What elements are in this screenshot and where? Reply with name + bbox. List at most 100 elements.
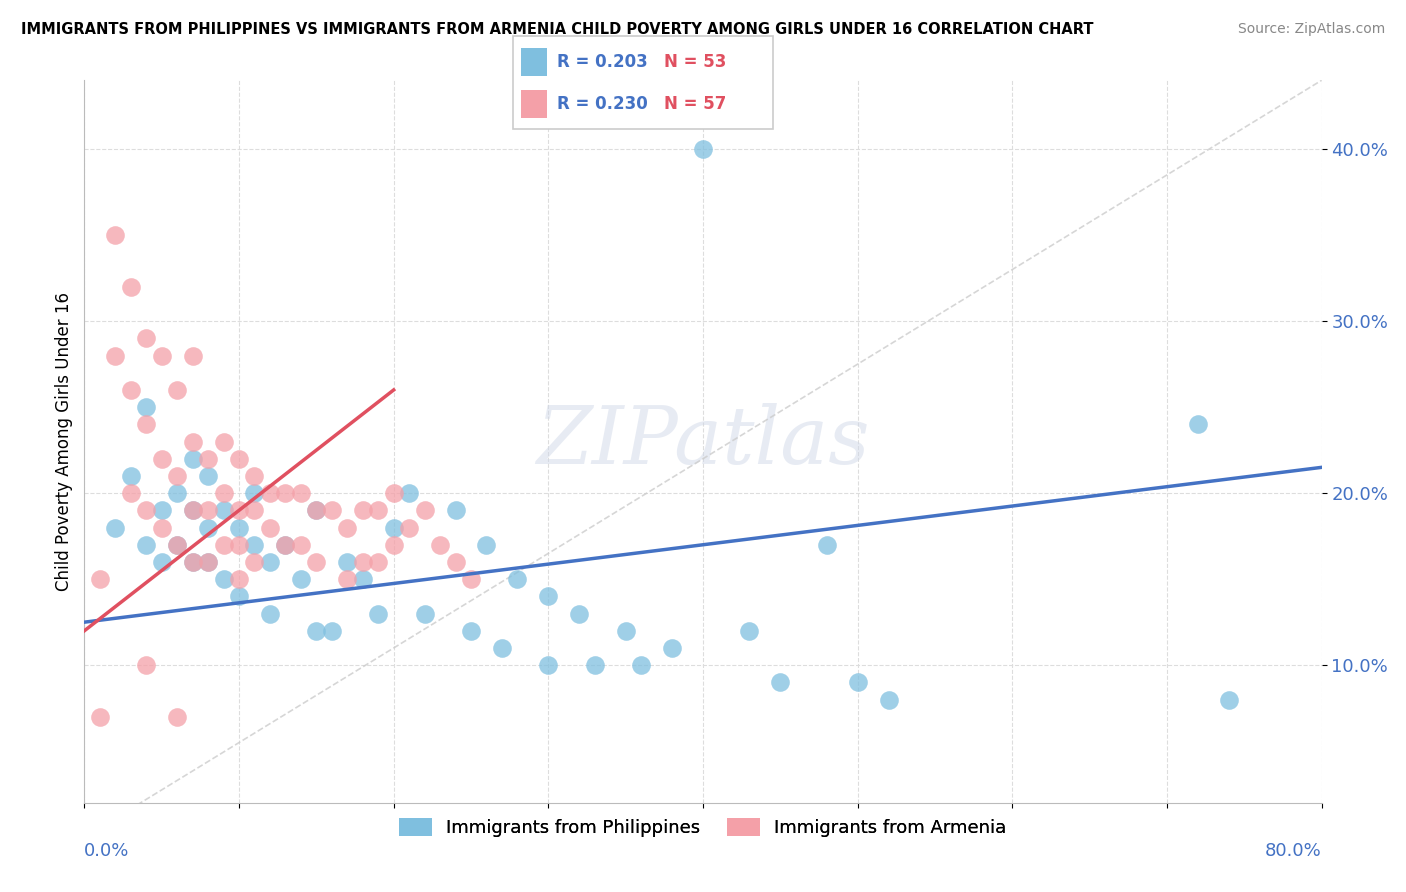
Point <box>166 710 188 724</box>
Point <box>135 503 157 517</box>
Point <box>583 658 606 673</box>
Point <box>259 486 281 500</box>
Point <box>166 486 188 500</box>
Point <box>228 538 250 552</box>
Point <box>104 228 127 243</box>
Point <box>1218 692 1240 706</box>
Point <box>120 383 142 397</box>
Point <box>228 520 250 534</box>
Point <box>150 555 173 569</box>
Point <box>877 692 900 706</box>
Text: Source: ZipAtlas.com: Source: ZipAtlas.com <box>1237 22 1385 37</box>
Y-axis label: Child Poverty Among Girls Under 16: Child Poverty Among Girls Under 16 <box>55 292 73 591</box>
Point <box>135 538 157 552</box>
Point <box>491 640 513 655</box>
Point <box>259 607 281 621</box>
Point <box>243 555 266 569</box>
Point <box>197 451 219 466</box>
Point <box>150 451 173 466</box>
Point <box>120 486 142 500</box>
Point <box>321 503 343 517</box>
Point <box>166 469 188 483</box>
Text: R = 0.203: R = 0.203 <box>557 53 648 70</box>
Point <box>537 658 560 673</box>
Point <box>197 555 219 569</box>
Point <box>181 451 204 466</box>
Point <box>212 434 235 449</box>
Point <box>398 486 420 500</box>
Text: R = 0.230: R = 0.230 <box>557 95 648 113</box>
Point <box>475 538 498 552</box>
Point <box>181 503 204 517</box>
Point <box>352 572 374 586</box>
Point <box>274 538 297 552</box>
Point <box>568 607 591 621</box>
Point <box>460 624 482 638</box>
Point <box>259 520 281 534</box>
Point <box>197 555 219 569</box>
Point <box>336 520 359 534</box>
Point <box>630 658 652 673</box>
FancyBboxPatch shape <box>522 90 547 118</box>
Point <box>243 486 266 500</box>
Point <box>352 555 374 569</box>
Text: 0.0%: 0.0% <box>84 842 129 860</box>
Point <box>444 503 467 517</box>
Point <box>150 520 173 534</box>
Point <box>692 142 714 156</box>
Point <box>228 572 250 586</box>
Point <box>382 520 405 534</box>
Point <box>150 349 173 363</box>
Point <box>305 555 328 569</box>
Point <box>135 400 157 414</box>
Point <box>738 624 761 638</box>
Point <box>89 572 111 586</box>
Point <box>367 607 389 621</box>
Point <box>104 520 127 534</box>
Point <box>321 624 343 638</box>
Text: IMMIGRANTS FROM PHILIPPINES VS IMMIGRANTS FROM ARMENIA CHILD POVERTY AMONG GIRLS: IMMIGRANTS FROM PHILIPPINES VS IMMIGRANT… <box>21 22 1094 37</box>
Point <box>413 503 436 517</box>
Point <box>367 503 389 517</box>
FancyBboxPatch shape <box>522 48 547 76</box>
Point <box>135 417 157 432</box>
Point <box>460 572 482 586</box>
Point <box>398 520 420 534</box>
Point <box>181 555 204 569</box>
Point <box>846 675 869 690</box>
Point <box>89 710 111 724</box>
Text: N = 53: N = 53 <box>664 53 727 70</box>
Point <box>382 486 405 500</box>
Point <box>382 538 405 552</box>
Point <box>413 607 436 621</box>
Legend: Immigrants from Philippines, Immigrants from Armenia: Immigrants from Philippines, Immigrants … <box>392 811 1014 845</box>
Point <box>290 538 312 552</box>
Text: N = 57: N = 57 <box>664 95 727 113</box>
Point <box>243 503 266 517</box>
Point <box>212 503 235 517</box>
Point <box>150 503 173 517</box>
Point <box>120 469 142 483</box>
Point <box>212 486 235 500</box>
Point <box>352 503 374 517</box>
Point <box>181 349 204 363</box>
Point <box>259 555 281 569</box>
Point <box>336 572 359 586</box>
FancyBboxPatch shape <box>513 36 773 129</box>
Point <box>120 279 142 293</box>
Point <box>197 520 219 534</box>
Point <box>104 349 127 363</box>
Point <box>212 572 235 586</box>
Point <box>444 555 467 569</box>
Point <box>305 503 328 517</box>
Point <box>166 538 188 552</box>
Point <box>769 675 792 690</box>
Point <box>181 434 204 449</box>
Point <box>135 331 157 345</box>
Point <box>181 555 204 569</box>
Point <box>1187 417 1209 432</box>
Point <box>274 486 297 500</box>
Point <box>290 486 312 500</box>
Point <box>336 555 359 569</box>
Point <box>429 538 451 552</box>
